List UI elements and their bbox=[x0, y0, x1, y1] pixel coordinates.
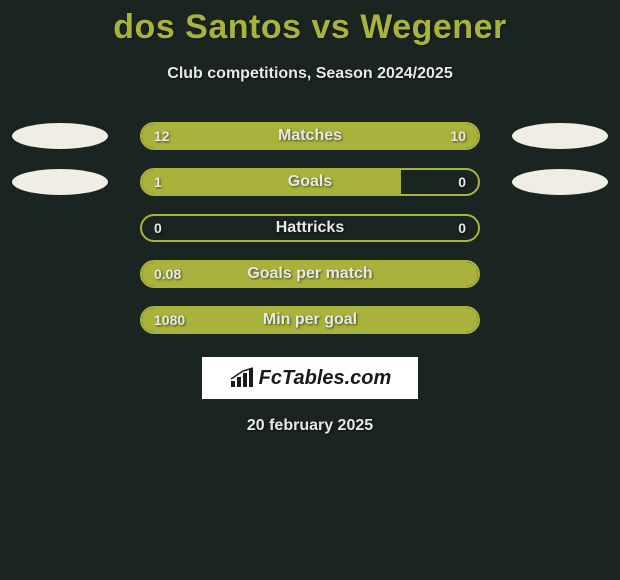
player-right-photo bbox=[512, 123, 608, 149]
page-title: dos Santos vs Wegener bbox=[0, 0, 620, 47]
brand-text: FcTables.com bbox=[259, 367, 392, 390]
stat-bar: Hattricks0 0 bbox=[140, 214, 480, 242]
player-left-photo bbox=[12, 123, 108, 149]
stat-value-left: 0 bbox=[154, 220, 162, 236]
player-left-photo bbox=[12, 169, 108, 195]
chart-icon bbox=[229, 367, 255, 389]
stat-label: Hattricks bbox=[142, 219, 478, 237]
comparison-chart: Matches1210Goals10Hattricks00Goals per m… bbox=[0, 113, 620, 343]
bar-fill-left bbox=[142, 170, 401, 194]
stat-bar: Min per goal1080 bbox=[140, 306, 480, 334]
bar-fill-left bbox=[142, 308, 478, 332]
stat-bar: Matches1210 bbox=[140, 122, 480, 150]
stat-bar: Goals per match0.08 bbox=[140, 260, 480, 288]
subtitle: Club competitions, Season 2024/2025 bbox=[0, 65, 620, 83]
stat-value-right: 0 bbox=[458, 220, 466, 236]
stat-row: Goals per match0.08 bbox=[0, 251, 620, 297]
footer-date: 20 february 2025 bbox=[0, 417, 620, 435]
stat-row: Goals10 bbox=[0, 159, 620, 205]
stat-row: Min per goal1080 bbox=[0, 297, 620, 343]
player-right-photo bbox=[512, 169, 608, 195]
bar-fill-left bbox=[142, 124, 325, 148]
bar-fill-left bbox=[142, 262, 478, 286]
brand-logo: FcTables.com bbox=[202, 357, 418, 399]
stat-row: Matches1210 bbox=[0, 113, 620, 159]
bar-fill-right bbox=[325, 124, 478, 148]
stat-bar: Goals10 bbox=[140, 168, 480, 196]
stat-value-right: 0 bbox=[458, 174, 466, 190]
stat-row: Hattricks0 0 bbox=[0, 205, 620, 251]
